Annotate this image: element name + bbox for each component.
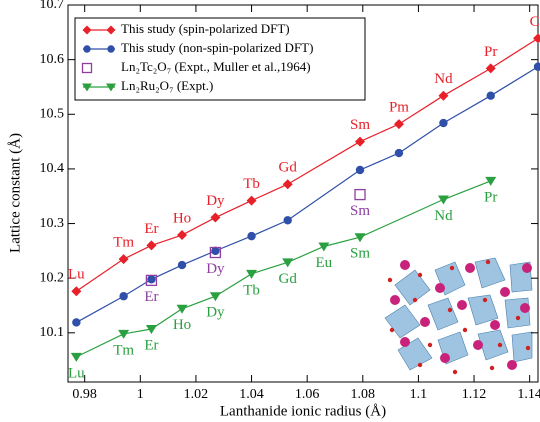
point [355, 190, 365, 200]
point [107, 45, 114, 52]
point-label: Lu [68, 267, 85, 283]
legend-label: Ln₂Ru₂O₇ (Expt.) [121, 78, 213, 93]
x-tick-label: 1.08 [351, 387, 376, 402]
series-line [76, 67, 538, 323]
x-tick-label: 0.98 [72, 387, 97, 402]
point [146, 240, 156, 250]
y-tick-label: 10.7 [40, 0, 65, 12]
y-axis-title: Lattice constant (Å) [7, 133, 23, 253]
point-label: Er [144, 221, 158, 237]
crystal-inset [385, 258, 532, 374]
point [247, 196, 257, 206]
point [147, 275, 155, 283]
point [486, 63, 496, 73]
point [438, 196, 449, 205]
point [119, 254, 129, 264]
point-label: Tb [243, 176, 260, 192]
point [487, 91, 495, 99]
point [395, 149, 403, 157]
point-label: Eu [316, 255, 333, 271]
point [283, 179, 293, 189]
point-label: Gd [279, 271, 298, 287]
point-label: Nd [434, 71, 453, 87]
point [439, 119, 447, 127]
point-label: Er [144, 337, 158, 353]
point [438, 91, 448, 101]
point-label: Sm [350, 246, 370, 262]
point [118, 330, 129, 339]
y-tick-label: 10.2 [40, 270, 65, 285]
point-label: Tm [113, 235, 134, 251]
y-tick-label: 10.4 [40, 161, 65, 176]
point [356, 166, 364, 174]
point-label: Gd [279, 160, 298, 176]
y-tick-label: 10.1 [40, 325, 65, 340]
point [355, 137, 365, 147]
x-tick-label: 1.14 [517, 387, 540, 402]
series-line [76, 181, 490, 357]
point-label: Er [144, 289, 158, 305]
point [177, 305, 188, 314]
y-tick-label: 10.3 [40, 216, 65, 231]
y-tick-label: 10.5 [40, 106, 65, 121]
point [533, 33, 540, 43]
point-label: Tb [243, 282, 260, 298]
point [247, 232, 255, 240]
point-label: Nd [434, 208, 453, 224]
point-label: Pm [389, 100, 409, 116]
x-tick-label: 1.06 [295, 387, 320, 402]
point-label: Tm [113, 342, 134, 358]
point [284, 216, 292, 224]
point [318, 242, 329, 251]
point [246, 270, 257, 279]
x-tick-label: 1.02 [184, 387, 209, 402]
point-label: Pr [484, 44, 497, 60]
x-tick-label: 1.12 [462, 387, 487, 402]
point [71, 286, 81, 296]
point [83, 45, 90, 52]
x-axis-title: Lanthanide ionic radius (Å) [220, 403, 386, 419]
point-label: Lu [68, 365, 85, 381]
point [282, 258, 293, 267]
point [210, 292, 221, 301]
point-label: Sm [350, 203, 370, 219]
point-label: Ho [173, 317, 191, 333]
point-label: Pr [484, 189, 497, 205]
point [71, 353, 82, 362]
point-label: Dy [206, 305, 225, 321]
legend: This study (spin-polarized DFT) This stud… [75, 18, 365, 100]
x-tick-label: 1 [137, 387, 144, 402]
x-tick-label: 1.1 [410, 387, 428, 402]
y-tick-label: 10.6 [40, 52, 65, 67]
legend-label: This study (spin-polarized DFT) [121, 21, 290, 36]
point [72, 318, 80, 326]
point [394, 119, 404, 129]
point [178, 261, 186, 269]
point-label: Dy [206, 193, 225, 209]
point-label: Ce [530, 14, 540, 30]
point [534, 63, 540, 71]
x-tick-label: 1.04 [239, 387, 264, 402]
point [210, 213, 220, 223]
point [119, 292, 127, 300]
legend-label: This study (non-spin-polarized DFT) [121, 40, 313, 55]
chart: Lanthanide ionic radius (Å) Lattice cons… [0, 0, 540, 422]
point-label: Ho [173, 210, 191, 226]
legend-label: Ln₂Tc₂O₇ (Expt., Muller et al.,1964) [121, 59, 311, 74]
point [485, 177, 496, 186]
point [177, 230, 187, 240]
point-label: Sm [350, 117, 370, 133]
point-label: Dy [206, 261, 225, 277]
